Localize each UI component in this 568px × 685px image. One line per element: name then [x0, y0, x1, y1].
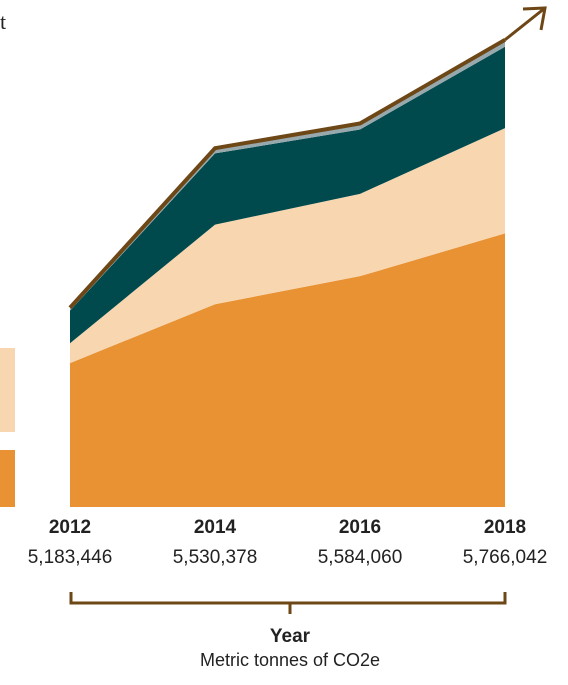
area: [70, 233, 505, 507]
cut-text: t: [0, 9, 6, 34]
legend-swatch: [0, 348, 15, 432]
total-label: 5,766,042: [463, 547, 548, 568]
trend-arrow: [504, 6, 547, 41]
total-line: [68, 38, 506, 310]
x-title: Year: [270, 626, 311, 647]
legend-swatch: [0, 450, 15, 507]
x-tick-label: 2016: [339, 517, 381, 538]
area: [70, 46, 505, 344]
total-label: 5,530,378: [173, 547, 258, 568]
x-tick-label: 2012: [49, 517, 91, 538]
area: [70, 128, 505, 364]
area: [70, 39, 505, 311]
x-tick-label: 2018: [484, 517, 526, 538]
x-bracket: [69, 592, 507, 614]
total-label: 5,183,446: [28, 547, 113, 568]
x-tick-label: 2014: [194, 517, 237, 538]
x-subtitle: Metric tonnes of CO2e: [200, 650, 380, 670]
total-label: 5,584,060: [318, 547, 403, 568]
